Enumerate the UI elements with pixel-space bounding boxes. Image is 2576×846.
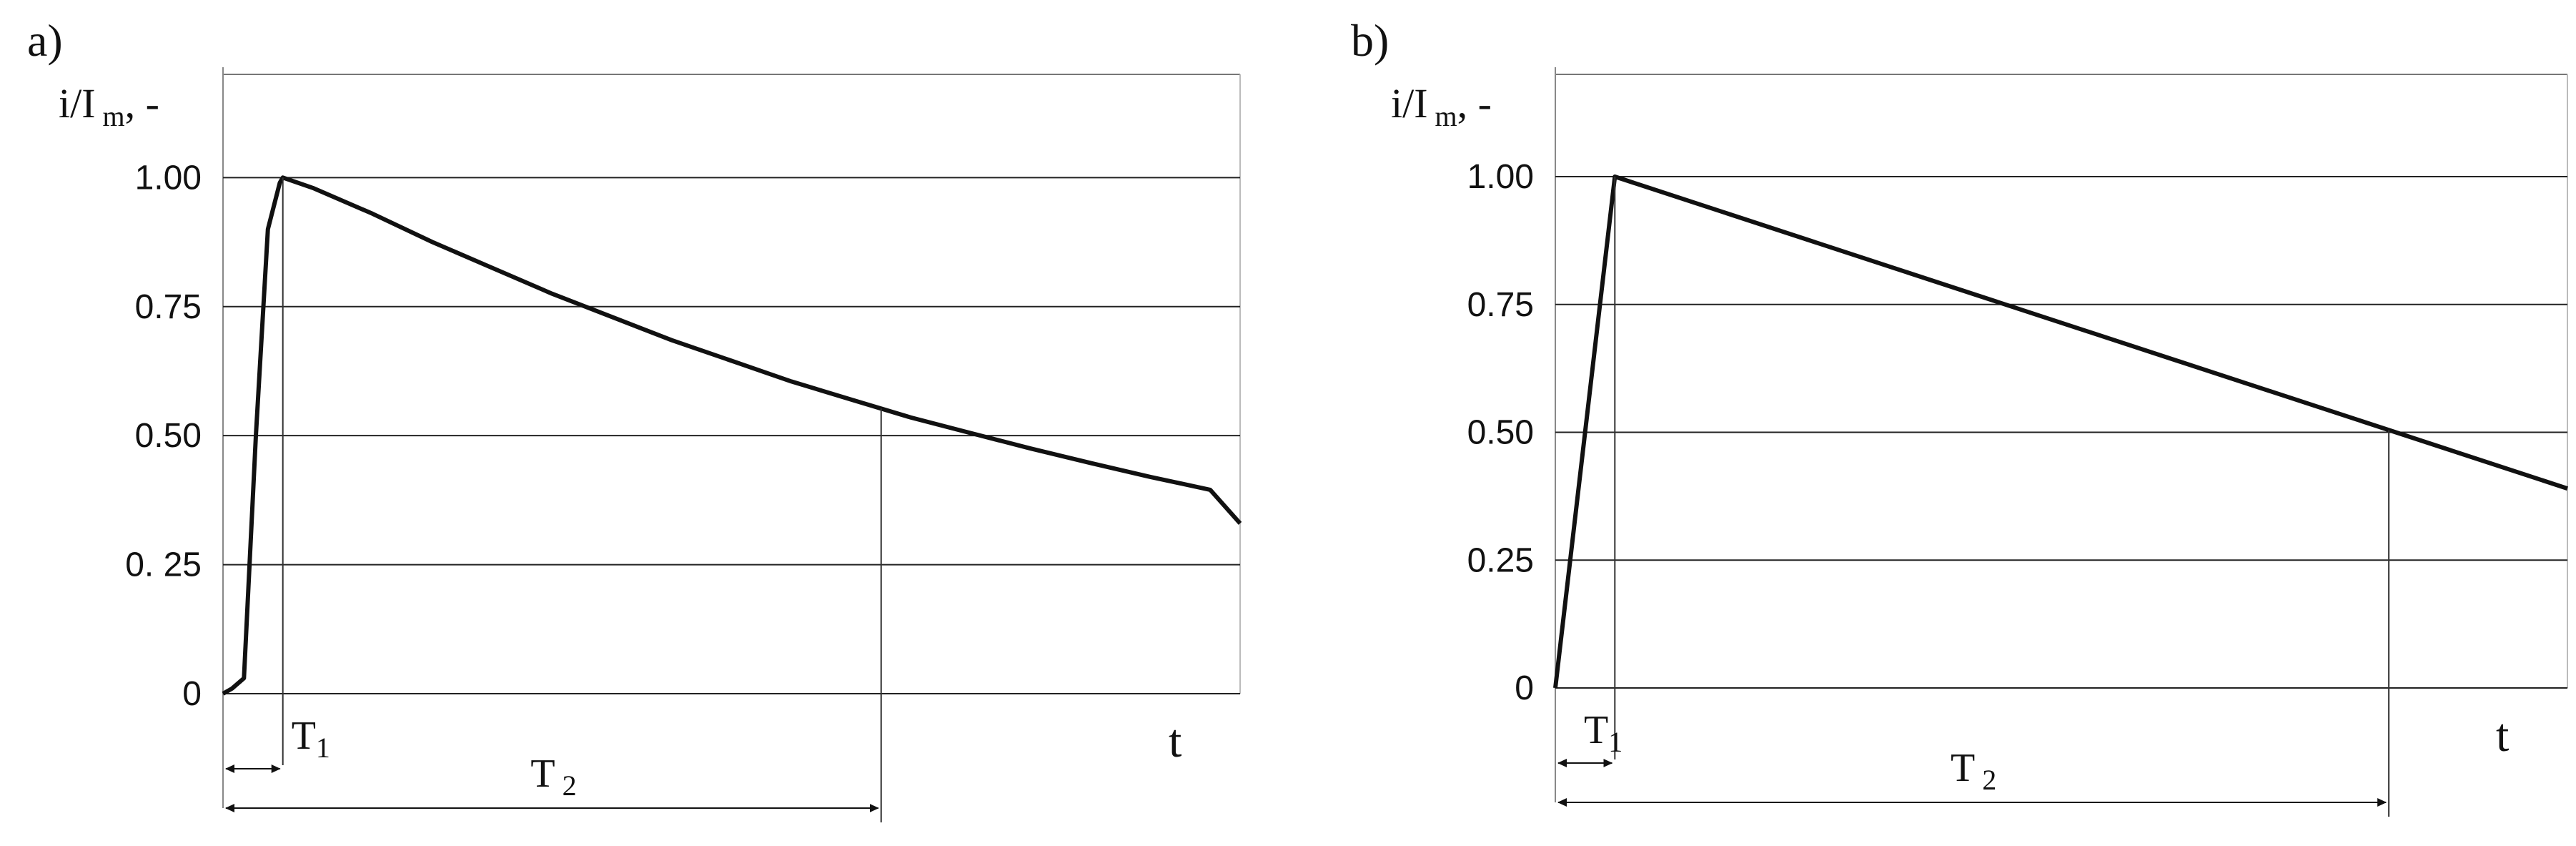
t1-label: T1 xyxy=(292,714,330,764)
chart-panel-b: b) 0 0.25 0.50 0.75 1.00 i/I m, - t T1 T 2 xyxy=(1351,15,2568,817)
y-tick-label: 0. 25 xyxy=(125,546,202,584)
x-axis-label: t xyxy=(1169,715,1182,767)
t2-label: T 2 xyxy=(1951,746,1996,796)
t1-label: T1 xyxy=(1584,708,1623,758)
y-tick-label: 0.75 xyxy=(135,288,202,326)
series-line xyxy=(222,175,1242,696)
x-axis-label: t xyxy=(2496,709,2509,762)
y-tick-label: 0 xyxy=(182,675,202,713)
panel-label: b) xyxy=(1351,15,1389,66)
y-tick-label: 0.75 xyxy=(1467,286,1534,324)
y-tick-label: 0.50 xyxy=(135,417,202,455)
y-tick-label: 0 xyxy=(1515,669,1534,707)
y-tick-label: 0.25 xyxy=(1467,541,1534,579)
chart-panel-a: a) 0 0. 25 0.50 0.75 1.00 i/I m, - t T1 T 2 xyxy=(27,15,1242,822)
y-axis-label: i/I m, - xyxy=(59,80,159,132)
y-tick-label: 1.00 xyxy=(135,159,202,197)
y-axis-label: i/I m, - xyxy=(1391,80,1492,132)
panel-label: a) xyxy=(27,15,63,66)
t2-label: T 2 xyxy=(530,752,576,802)
y-tick-label: 1.00 xyxy=(1467,158,1534,196)
y-tick-label: 0.50 xyxy=(1467,414,1534,452)
